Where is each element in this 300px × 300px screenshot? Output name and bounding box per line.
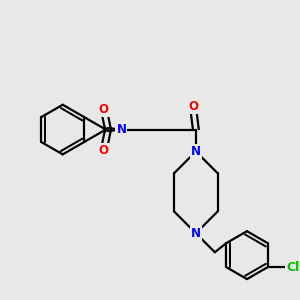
Text: O: O <box>99 143 109 157</box>
Text: N: N <box>191 145 201 158</box>
Text: Cl: Cl <box>286 261 299 274</box>
Text: O: O <box>188 100 198 113</box>
Text: O: O <box>99 103 109 116</box>
Text: N: N <box>116 123 126 136</box>
Text: N: N <box>191 227 201 240</box>
